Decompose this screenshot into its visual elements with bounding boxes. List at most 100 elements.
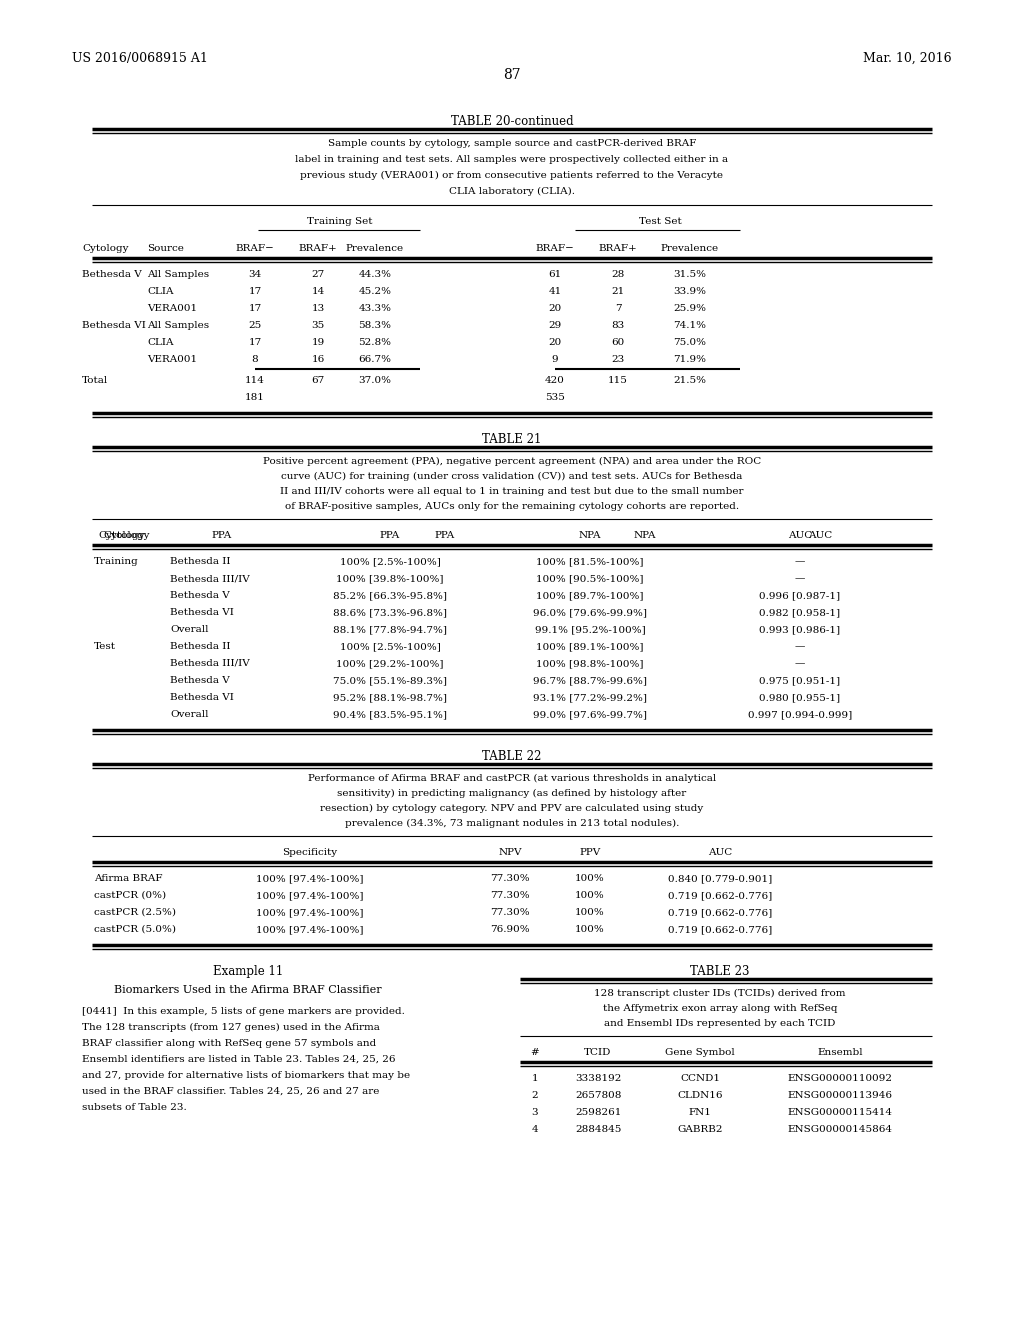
Text: All Samples: All Samples (147, 321, 209, 330)
Text: 9: 9 (552, 355, 558, 364)
Text: CCND1: CCND1 (680, 1074, 720, 1082)
Text: 85.2% [66.3%-95.8%]: 85.2% [66.3%-95.8%] (333, 591, 447, 601)
Text: used in the BRAF classifier. Tables 24, 25, 26 and 27 are: used in the BRAF classifier. Tables 24, … (82, 1086, 379, 1096)
Text: 100% [97.4%-100%]: 100% [97.4%-100%] (256, 908, 364, 917)
Text: 75.0% [55.1%-89.3%]: 75.0% [55.1%-89.3%] (333, 676, 447, 685)
Text: 25.9%: 25.9% (674, 304, 707, 313)
Text: 28: 28 (611, 271, 625, 279)
Text: 0.840 [0.779-0.901]: 0.840 [0.779-0.901] (668, 874, 772, 883)
Text: —: — (795, 574, 805, 583)
Text: 100%: 100% (575, 874, 605, 883)
Text: 20: 20 (549, 338, 561, 347)
Text: NPA: NPA (579, 531, 601, 540)
Text: II and III/IV cohorts were all equal to 1 in training and test but due to the sm: II and III/IV cohorts were all equal to … (281, 487, 743, 496)
Text: 100% [97.4%-100%]: 100% [97.4%-100%] (256, 874, 364, 883)
Text: #: # (530, 1048, 540, 1057)
Text: 535: 535 (545, 393, 565, 403)
Text: PPV: PPV (580, 847, 601, 857)
Text: 77.30%: 77.30% (490, 891, 529, 900)
Text: 100% [97.4%-100%]: 100% [97.4%-100%] (256, 925, 364, 935)
Text: TABLE 20-continued: TABLE 20-continued (451, 115, 573, 128)
Text: Performance of Afirma BRAF and castPCR (at various thresholds in analytical: Performance of Afirma BRAF and castPCR (… (308, 774, 716, 783)
Text: 420: 420 (545, 376, 565, 385)
Text: [0441]  In this example, 5 lists of gene markers are provided.: [0441] In this example, 5 lists of gene … (82, 1007, 404, 1016)
Text: 99.1% [95.2%-100%]: 99.1% [95.2%-100%] (535, 624, 645, 634)
Text: 17: 17 (249, 338, 261, 347)
Text: 41: 41 (549, 286, 561, 296)
Text: label in training and test sets. All samples were prospectively collected either: label in training and test sets. All sam… (296, 154, 728, 164)
Text: 115: 115 (608, 376, 628, 385)
Text: 16: 16 (311, 355, 325, 364)
Text: 2884845: 2884845 (574, 1125, 622, 1134)
Text: 100% [29.2%-100%]: 100% [29.2%-100%] (336, 659, 443, 668)
Text: Bethesda V: Bethesda V (82, 271, 141, 279)
Text: 128 transcript cluster IDs (TCIDs) derived from: 128 transcript cluster IDs (TCIDs) deriv… (594, 989, 846, 998)
Text: Prevalence: Prevalence (660, 244, 719, 253)
Text: 0.993 [0.986-1]: 0.993 [0.986-1] (760, 624, 841, 634)
Text: 100% [89.7%-100%]: 100% [89.7%-100%] (537, 591, 644, 601)
Text: 37.0%: 37.0% (358, 376, 391, 385)
Text: 75.0%: 75.0% (674, 338, 707, 347)
Text: castPCR (5.0%): castPCR (5.0%) (94, 925, 176, 935)
Text: Total: Total (82, 376, 109, 385)
Text: Bethesda II: Bethesda II (170, 642, 230, 651)
Text: Positive percent agreement (PPA), negative percent agreement (NPA) and area unde: Positive percent agreement (PPA), negati… (263, 457, 761, 466)
Text: previous study (VERA001) or from consecutive patients referred to the Veracyte: previous study (VERA001) or from consecu… (300, 172, 724, 180)
Text: Ensembl: Ensembl (817, 1048, 863, 1057)
Text: 100%: 100% (575, 925, 605, 935)
Text: Cytology: Cytology (82, 244, 128, 253)
Text: 67: 67 (311, 376, 325, 385)
Text: 0.996 [0.987-1]: 0.996 [0.987-1] (760, 591, 841, 601)
Text: Bethesda VI: Bethesda VI (170, 609, 233, 616)
Text: 14: 14 (311, 286, 325, 296)
Text: BRAF+: BRAF+ (599, 244, 637, 253)
Text: 7: 7 (614, 304, 622, 313)
Text: 71.9%: 71.9% (674, 355, 707, 364)
Text: CLIA laboratory (CLIA).: CLIA laboratory (CLIA). (449, 187, 575, 197)
Text: Ensembl identifiers are listed in Table 23. Tables 24, 25, 26: Ensembl identifiers are listed in Table … (82, 1055, 395, 1064)
Text: Source: Source (147, 244, 184, 253)
Text: All Samples: All Samples (147, 271, 209, 279)
Text: Overall: Overall (170, 710, 209, 719)
Text: 3338192: 3338192 (574, 1074, 622, 1082)
Text: and 27, provide for alternative lists of biomarkers that may be: and 27, provide for alternative lists of… (82, 1071, 411, 1080)
Text: Bethesda V: Bethesda V (170, 676, 229, 685)
Text: PPA: PPA (435, 531, 455, 540)
Text: —: — (795, 642, 805, 651)
Text: AUC: AUC (708, 847, 732, 857)
Text: 33.9%: 33.9% (674, 286, 707, 296)
Text: 27: 27 (311, 271, 325, 279)
Text: 17: 17 (249, 286, 261, 296)
Text: NPV: NPV (499, 847, 522, 857)
Text: 17: 17 (249, 304, 261, 313)
Text: 58.3%: 58.3% (358, 321, 391, 330)
Text: 61: 61 (549, 271, 561, 279)
Text: Mar. 10, 2016: Mar. 10, 2016 (863, 51, 952, 65)
Text: 100% [2.5%-100%]: 100% [2.5%-100%] (340, 557, 440, 566)
Text: and Ensembl IDs represented by each TCID: and Ensembl IDs represented by each TCID (604, 1019, 836, 1028)
Text: 2657808: 2657808 (574, 1092, 622, 1100)
Text: Gene Symbol: Gene Symbol (666, 1048, 735, 1057)
Text: castPCR (2.5%): castPCR (2.5%) (94, 908, 176, 917)
Text: TABLE 21: TABLE 21 (482, 433, 542, 446)
Text: BRAF+: BRAF+ (299, 244, 337, 253)
Text: 0.719 [0.662-0.776]: 0.719 [0.662-0.776] (668, 891, 772, 900)
Text: 0.719 [0.662-0.776]: 0.719 [0.662-0.776] (668, 908, 772, 917)
Text: TCID: TCID (585, 1048, 611, 1057)
Text: 0.980 [0.955-1]: 0.980 [0.955-1] (760, 693, 841, 702)
Text: 100% [90.5%-100%]: 100% [90.5%-100%] (537, 574, 644, 583)
Text: 31.5%: 31.5% (674, 271, 707, 279)
Text: Test: Test (94, 642, 116, 651)
Text: Prevalence: Prevalence (346, 244, 404, 253)
Text: 21.5%: 21.5% (674, 376, 707, 385)
Text: CLDN16: CLDN16 (677, 1092, 723, 1100)
Text: —: — (795, 557, 805, 566)
Text: 3: 3 (531, 1107, 539, 1117)
Text: Overall: Overall (170, 624, 209, 634)
Text: 2: 2 (531, 1092, 539, 1100)
Text: Example 11: Example 11 (213, 965, 283, 978)
Text: 100% [98.8%-100%]: 100% [98.8%-100%] (537, 659, 644, 668)
Text: CLIA: CLIA (147, 286, 173, 296)
Text: 99.0% [97.6%-99.7%]: 99.0% [97.6%-99.7%] (534, 710, 647, 719)
Text: AUC: AUC (808, 531, 833, 540)
